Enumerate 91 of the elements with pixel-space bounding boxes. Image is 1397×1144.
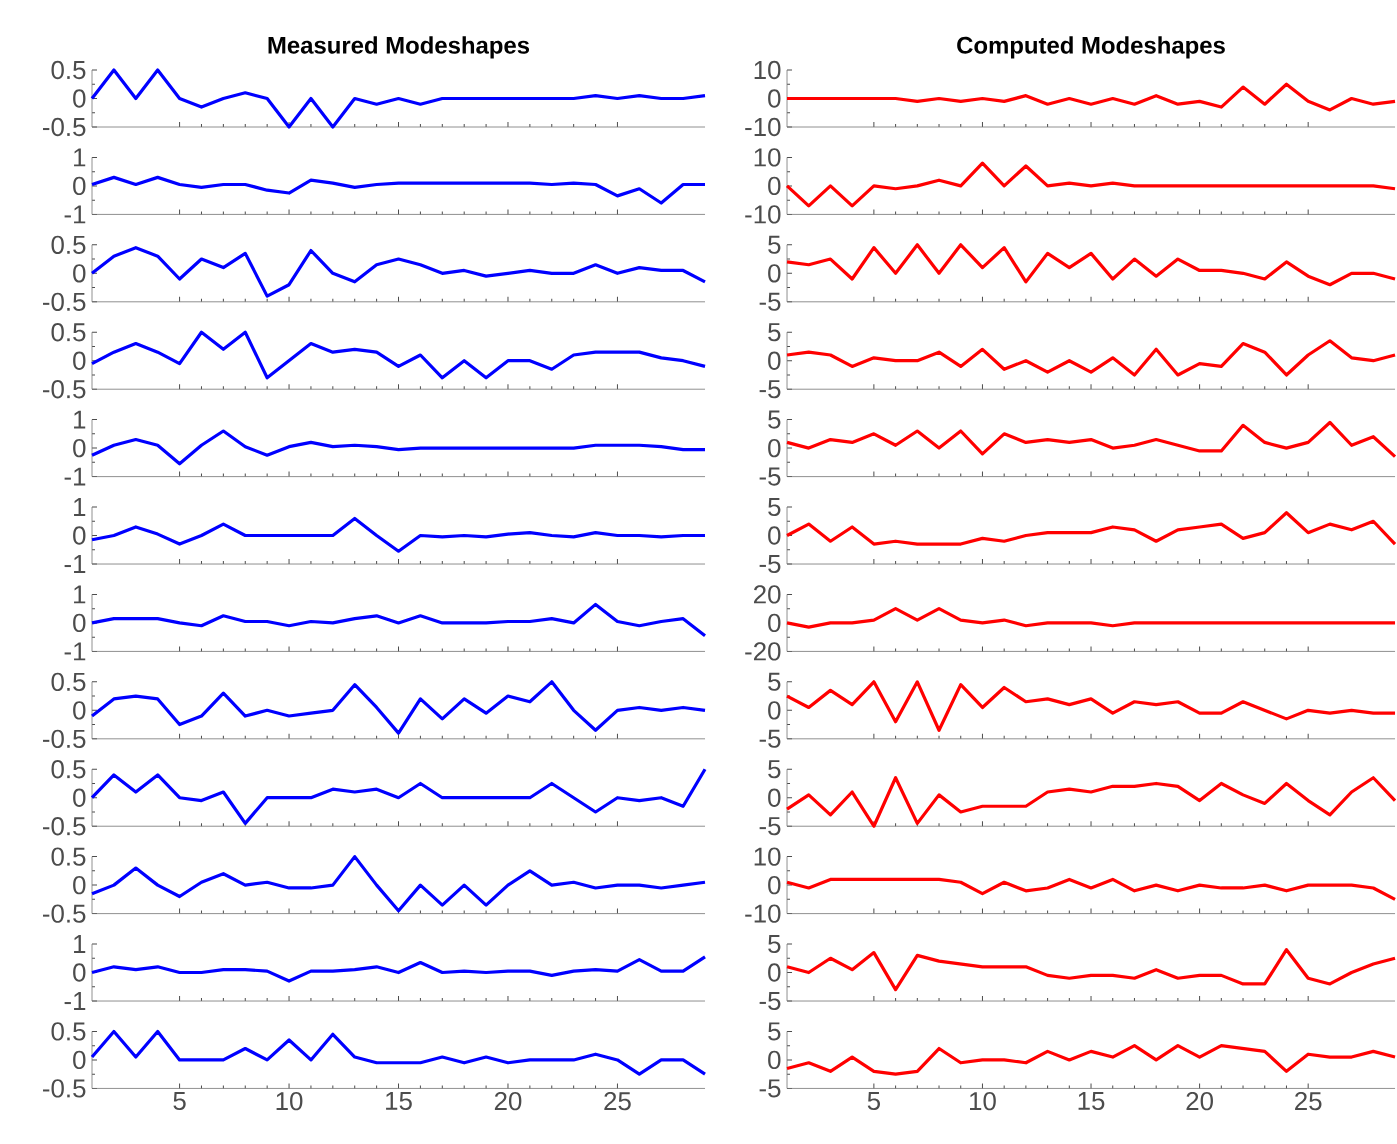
y-tick-label: 0 bbox=[768, 176, 781, 196]
y-tick-label: -1 bbox=[64, 992, 86, 1010]
y-tick-label: 0.5 bbox=[51, 323, 86, 342]
y-tick-label: -20 bbox=[745, 642, 781, 661]
y-tick-label: 0.5 bbox=[51, 235, 86, 254]
y-tick-label: 0 bbox=[73, 176, 86, 196]
chart-title: Computed Modeshapes bbox=[957, 36, 1225, 59]
x-tick-label: 15 bbox=[1078, 1091, 1105, 1111]
y-tick-label: 0 bbox=[73, 89, 86, 108]
y-tick-label: 0 bbox=[768, 1050, 781, 1070]
y-tick-label: -0.5 bbox=[43, 817, 86, 836]
y-tick-label: -10 bbox=[745, 117, 781, 137]
y-tick-label: 0.5 bbox=[51, 672, 86, 691]
x-tick-label: 5 bbox=[867, 1091, 880, 1111]
y-tick-label: -1 bbox=[64, 205, 86, 224]
y-tick-label: -5 bbox=[759, 991, 781, 1011]
y-tick-label: -1 bbox=[64, 642, 86, 661]
y-tick-label: -0.5 bbox=[43, 904, 86, 923]
y-tick-label: -10 bbox=[745, 205, 781, 224]
y-tick-label: -5 bbox=[759, 817, 781, 836]
y-tick-label: 10 bbox=[754, 148, 781, 167]
y-tick-label: 0 bbox=[73, 875, 86, 895]
y-tick-label: -5 bbox=[759, 467, 781, 486]
y-tick-label: 0 bbox=[768, 963, 781, 982]
x-tick-label: 20 bbox=[1186, 1091, 1213, 1111]
y-tick-label: 1 bbox=[74, 935, 86, 953]
y-tick-label: 0 bbox=[73, 351, 86, 370]
line-series bbox=[785, 243, 1397, 287]
y-tick-label: 5 bbox=[768, 672, 781, 691]
y-tick-label: 5 bbox=[768, 1022, 781, 1041]
y-tick-label: 0 bbox=[768, 875, 781, 895]
y-tick-label: 1 bbox=[74, 498, 86, 516]
y-tick-label: 10 bbox=[754, 847, 781, 866]
line-series bbox=[785, 339, 1397, 377]
y-tick-label: 0.5 bbox=[51, 60, 86, 80]
line-series bbox=[785, 420, 1397, 459]
y-tick-label: 0 bbox=[768, 351, 781, 370]
y-tick-label: 1 bbox=[74, 585, 86, 604]
x-tick-label: 10 bbox=[970, 1091, 996, 1111]
y-tick-label: 0 bbox=[73, 1050, 86, 1070]
y-tick-label: -0.5 bbox=[43, 1079, 86, 1098]
y-tick-label: 0 bbox=[73, 264, 86, 283]
line-series bbox=[90, 246, 707, 298]
y-tick-label: 0 bbox=[73, 963, 86, 982]
y-tick-label: 0 bbox=[768, 701, 781, 720]
y-tick-label: -0.5 bbox=[43, 117, 86, 137]
x-tick-label: 25 bbox=[1295, 1091, 1322, 1111]
x-tick-label: 10 bbox=[276, 1091, 303, 1111]
y-tick-label: -5 bbox=[759, 729, 781, 748]
x-tick-label: 15 bbox=[386, 1091, 412, 1111]
y-tick-label: 0 bbox=[73, 438, 86, 458]
y-tick-label: 10 bbox=[754, 60, 781, 80]
y-tick-label: -0.5 bbox=[43, 729, 86, 748]
line-series bbox=[90, 955, 707, 983]
x-tick-label: 25 bbox=[604, 1091, 631, 1111]
y-tick-label: 0 bbox=[768, 438, 781, 458]
y-tick-label: 0 bbox=[768, 788, 781, 807]
y-tick-label: -5 bbox=[759, 554, 781, 574]
y-tick-label: -1 bbox=[64, 555, 86, 573]
y-tick-label: 0.5 bbox=[51, 1022, 86, 1041]
y-tick-label: 5 bbox=[768, 323, 781, 342]
y-tick-label: 0 bbox=[73, 526, 86, 545]
y-tick-label: 1 bbox=[74, 410, 86, 429]
chart-title: Measured Modeshapes bbox=[268, 36, 530, 59]
y-tick-label: 5 bbox=[768, 235, 781, 254]
y-tick-label: 0 bbox=[768, 264, 781, 283]
y-tick-label: 0 bbox=[768, 526, 781, 545]
y-tick-label: 0 bbox=[768, 613, 781, 633]
y-tick-label: 20 bbox=[753, 585, 781, 604]
y-tick-label: -5 bbox=[759, 292, 781, 311]
y-tick-label: 5 bbox=[768, 934, 781, 954]
x-tick-label: 20 bbox=[494, 1091, 522, 1111]
line-series bbox=[90, 855, 707, 913]
y-tick-label: 0.5 bbox=[51, 760, 86, 779]
y-tick-label: 1 bbox=[74, 148, 86, 167]
x-tick-label: 5 bbox=[173, 1091, 186, 1111]
line-series bbox=[90, 680, 707, 735]
y-tick-label: -0.5 bbox=[43, 380, 86, 399]
y-tick-label: -0.5 bbox=[43, 292, 86, 311]
y-tick-label: 0 bbox=[73, 613, 86, 633]
y-tick-label: 5 bbox=[768, 410, 781, 429]
y-tick-label: -5 bbox=[759, 380, 781, 399]
y-tick-label: 0 bbox=[73, 701, 86, 720]
y-tick-label: -10 bbox=[745, 904, 781, 923]
y-tick-label: -1 bbox=[64, 467, 86, 486]
y-tick-label: 0.5 bbox=[51, 847, 86, 866]
y-tick-label: 5 bbox=[768, 760, 781, 779]
y-tick-label: 0 bbox=[768, 89, 781, 108]
y-tick-label: -5 bbox=[759, 1079, 781, 1098]
y-tick-label: 0 bbox=[73, 788, 86, 807]
y-tick-label: 5 bbox=[768, 497, 781, 517]
